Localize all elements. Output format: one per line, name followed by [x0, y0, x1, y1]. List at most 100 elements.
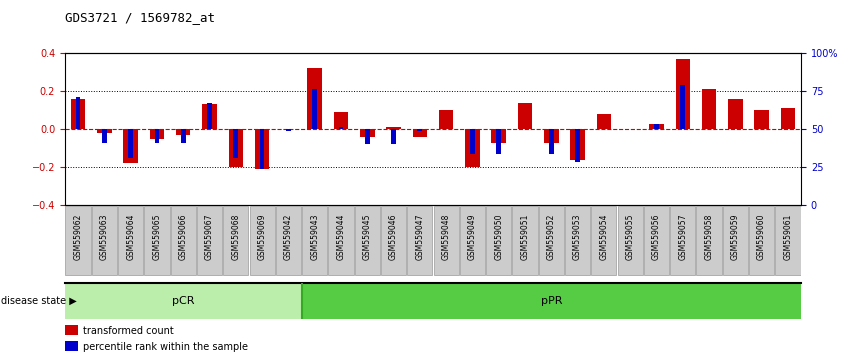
Text: GSM559046: GSM559046	[389, 214, 398, 260]
Text: GSM559049: GSM559049	[468, 214, 477, 260]
Bar	[229, 129, 243, 167]
Text: GSM559056: GSM559056	[652, 214, 661, 260]
Bar	[575, 129, 580, 161]
Bar	[675, 59, 690, 129]
Bar	[696, 206, 721, 275]
Bar	[255, 129, 269, 169]
Bar	[597, 114, 611, 129]
Text: GSM559068: GSM559068	[231, 214, 241, 260]
Bar	[275, 206, 301, 275]
Bar	[234, 129, 238, 158]
Bar	[145, 206, 170, 275]
Bar	[118, 206, 143, 275]
Bar	[360, 129, 374, 137]
Text: GSM559058: GSM559058	[705, 214, 714, 260]
Bar	[518, 103, 533, 129]
Text: GSM559042: GSM559042	[284, 214, 293, 260]
Bar	[333, 112, 348, 129]
Bar	[775, 206, 800, 275]
Text: GSM559057: GSM559057	[678, 214, 688, 260]
Bar	[249, 206, 275, 275]
Text: GSM559064: GSM559064	[126, 214, 135, 260]
Bar	[313, 89, 317, 129]
Bar	[496, 129, 501, 154]
Bar	[465, 129, 480, 167]
Bar	[260, 129, 264, 169]
Text: GSM559062: GSM559062	[74, 214, 82, 260]
Bar	[391, 129, 396, 144]
Bar	[492, 129, 506, 143]
Text: pCR: pCR	[172, 296, 195, 306]
Bar	[328, 206, 353, 275]
Text: GDS3721 / 1569782_at: GDS3721 / 1569782_at	[65, 11, 215, 24]
Bar	[176, 129, 191, 135]
Bar	[124, 129, 138, 164]
Bar	[75, 97, 81, 129]
Text: GSM559048: GSM559048	[442, 214, 450, 260]
Bar	[203, 104, 216, 129]
Text: GSM559047: GSM559047	[416, 214, 424, 260]
Bar	[749, 206, 774, 275]
Bar	[65, 341, 78, 351]
Bar	[571, 129, 585, 160]
Text: GSM559059: GSM559059	[731, 214, 740, 260]
Bar	[470, 129, 475, 154]
Bar	[701, 89, 716, 129]
Bar	[591, 206, 617, 275]
Bar	[365, 129, 370, 144]
Text: GSM559060: GSM559060	[757, 214, 766, 260]
Bar	[128, 129, 133, 158]
Bar	[617, 206, 643, 275]
Bar	[650, 124, 663, 129]
Text: GSM559055: GSM559055	[625, 214, 635, 260]
Bar	[565, 206, 591, 275]
Bar	[355, 206, 380, 275]
Bar	[301, 283, 801, 319]
Text: GSM559050: GSM559050	[494, 214, 503, 260]
Bar	[66, 206, 91, 275]
Bar	[513, 206, 538, 275]
Bar	[407, 206, 432, 275]
Text: GSM559065: GSM559065	[152, 214, 161, 260]
Text: GSM559052: GSM559052	[546, 214, 556, 260]
Bar	[654, 124, 659, 129]
Text: GSM559066: GSM559066	[178, 214, 188, 260]
Bar	[643, 206, 669, 275]
Text: GSM559051: GSM559051	[520, 214, 529, 260]
Text: GSM559043: GSM559043	[310, 214, 320, 260]
Bar	[71, 99, 86, 129]
Text: GSM559067: GSM559067	[205, 214, 214, 260]
Bar	[439, 110, 454, 129]
Bar	[302, 206, 327, 275]
Bar	[307, 68, 322, 129]
Bar	[723, 206, 748, 275]
Bar	[417, 129, 423, 131]
Bar	[486, 206, 511, 275]
Bar	[544, 129, 559, 143]
Bar	[286, 129, 291, 131]
Text: disease state ▶: disease state ▶	[1, 296, 76, 306]
Bar	[171, 206, 196, 275]
Text: GSM559044: GSM559044	[337, 214, 346, 260]
Bar	[207, 103, 212, 129]
Bar	[381, 206, 406, 275]
Text: GSM559053: GSM559053	[573, 214, 582, 260]
Bar	[754, 110, 769, 129]
Bar	[780, 108, 795, 129]
Bar	[728, 99, 742, 129]
Bar	[339, 127, 343, 129]
Text: GSM559069: GSM559069	[257, 214, 267, 260]
Bar	[65, 325, 78, 335]
Bar	[412, 129, 427, 137]
Bar	[97, 129, 112, 133]
Bar	[223, 206, 249, 275]
Bar	[539, 206, 564, 275]
Bar	[681, 85, 685, 129]
Bar	[549, 129, 553, 154]
Text: GSM559045: GSM559045	[363, 214, 372, 260]
Bar	[670, 206, 695, 275]
Bar	[155, 129, 159, 143]
Bar	[386, 127, 401, 129]
Text: GSM559054: GSM559054	[599, 214, 609, 260]
Bar	[434, 206, 459, 275]
